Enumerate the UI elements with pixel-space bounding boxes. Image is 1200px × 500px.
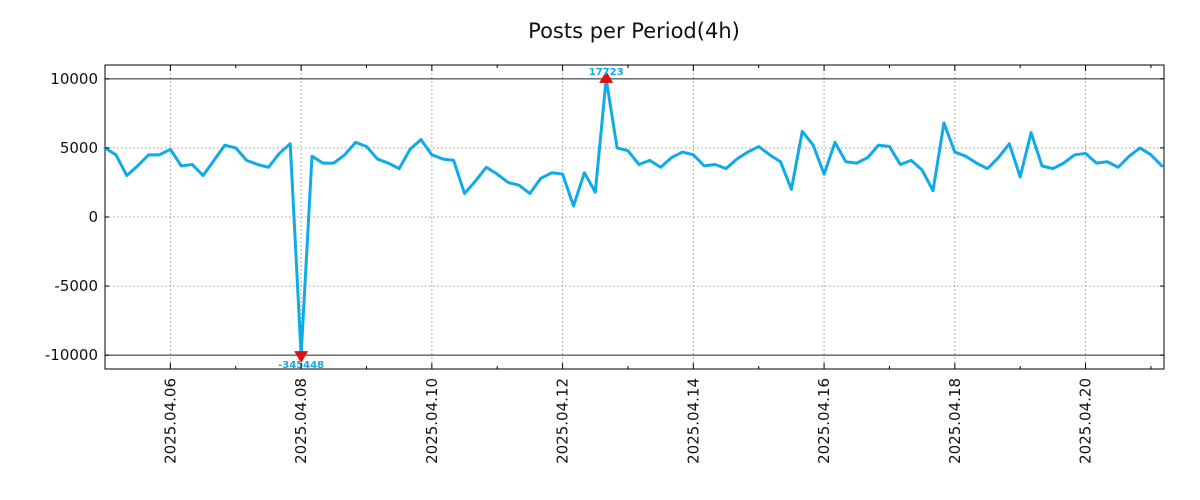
x-tick-label: 2025.04.14 (684, 378, 702, 464)
x-tick-label: 2025.04.06 (161, 378, 179, 464)
series-line-posts (103, 77, 1164, 357)
y-tick-label: -10000 (45, 346, 98, 364)
x-tick-label: 2025.04.08 (292, 378, 310, 464)
x-tick-label: 2025.04.18 (946, 378, 964, 464)
max-annotation-label: 17723 (589, 67, 624, 78)
x-tick-label: 2025.04.10 (423, 378, 441, 464)
y-tick-label: -5000 (54, 277, 98, 295)
x-tick-label: 2025.04.16 (815, 378, 833, 464)
chart-title: Posts per Period(4h) (528, 19, 740, 43)
x-tick-label: 2025.04.20 (1077, 378, 1095, 464)
x-axis: 2025.04.06 2025.04.08 2025.04.10 2025.04.12… (104, 65, 1152, 464)
max-marker (599, 70, 614, 83)
y-tick-label: 0 (88, 208, 98, 226)
y-axis: 10000 5000 0 -5000 -10000 (45, 70, 1164, 364)
marker-layer: 17723-345448 (278, 67, 623, 371)
x-tick-label: 2025.04.12 (554, 378, 572, 464)
grid-layer (105, 65, 1164, 369)
series-layer (103, 77, 1164, 357)
y-tick-label: 5000 (60, 139, 98, 157)
y-tick-label: 10000 (50, 70, 98, 88)
reference-lines (105, 78, 1164, 356)
min-marker (294, 351, 309, 364)
